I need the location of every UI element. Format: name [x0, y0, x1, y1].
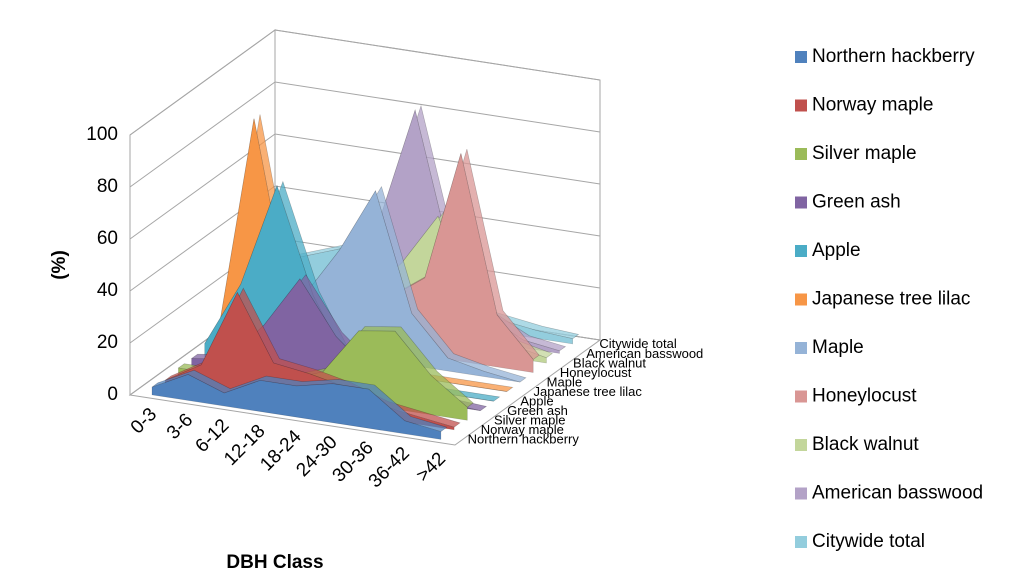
- legend-label: Northern hackberry: [812, 46, 975, 67]
- depth-tick-label: Norway maple: [481, 422, 564, 437]
- x-tick-label: >42: [412, 448, 450, 486]
- legend-label: Silver maple: [812, 143, 917, 164]
- depth-tick-label: Japanese tree lilac: [534, 384, 643, 399]
- legend-label: Honeylocust: [812, 386, 917, 407]
- y-tick-label: 0: [107, 384, 118, 405]
- y-tick-label: 20: [97, 332, 118, 353]
- legend-swatch: [795, 148, 807, 160]
- depth-tick-label: Black walnut: [573, 355, 646, 370]
- legend-label: Apple: [812, 240, 861, 261]
- legend-swatch: [795, 245, 807, 257]
- depth-tick-label: Silver maple: [494, 413, 566, 428]
- x-tick-label: 0-3: [127, 404, 161, 438]
- depth-tick-label: Apple: [520, 393, 553, 408]
- legend-swatch: [795, 99, 807, 112]
- y-axis-title: (%): [49, 250, 70, 280]
- legend-label: Green ash: [812, 192, 901, 213]
- legend-swatch: [795, 196, 807, 209]
- legend-swatch: [795, 51, 807, 63]
- y-tick-label: 40: [97, 280, 118, 301]
- area: [151, 374, 442, 440]
- depth-tick-label: American basswood: [586, 346, 703, 361]
- y-tick-label: 60: [97, 228, 118, 249]
- legend-swatch: [795, 487, 807, 500]
- legend-swatch: [795, 293, 807, 306]
- grid-line: [129, 133, 601, 240]
- grid-line: [129, 29, 601, 136]
- depth-tick-label: Maple: [547, 374, 582, 389]
- depth-tick-label: Honeylocust: [560, 365, 632, 380]
- depth-tick-label: Citywide total: [599, 336, 676, 351]
- legend-label: Black walnut: [812, 434, 919, 455]
- grid-line: [129, 185, 601, 292]
- legend-swatch: [795, 536, 807, 548]
- depth-tick-label: Northern hackberry: [468, 432, 580, 447]
- y-tick-label: 80: [97, 176, 118, 197]
- legend-swatch: [795, 439, 807, 451]
- legend-label: American basswood: [812, 483, 983, 504]
- legend-swatch: [795, 342, 807, 354]
- x-tick-label: 3-6: [163, 410, 197, 444]
- legend-label: Norway maple: [812, 95, 933, 116]
- legend-label: Maple: [812, 337, 864, 358]
- y-tick-label: 100: [86, 124, 118, 145]
- grid-line: [129, 81, 601, 188]
- legend-swatch: [795, 390, 807, 403]
- depth-tick-label: Green ash: [507, 403, 568, 418]
- x-axis-title: DBH Class: [226, 552, 323, 573]
- legend-label: Citywide total: [812, 531, 925, 552]
- legend-label: Japanese tree lilac: [812, 289, 970, 310]
